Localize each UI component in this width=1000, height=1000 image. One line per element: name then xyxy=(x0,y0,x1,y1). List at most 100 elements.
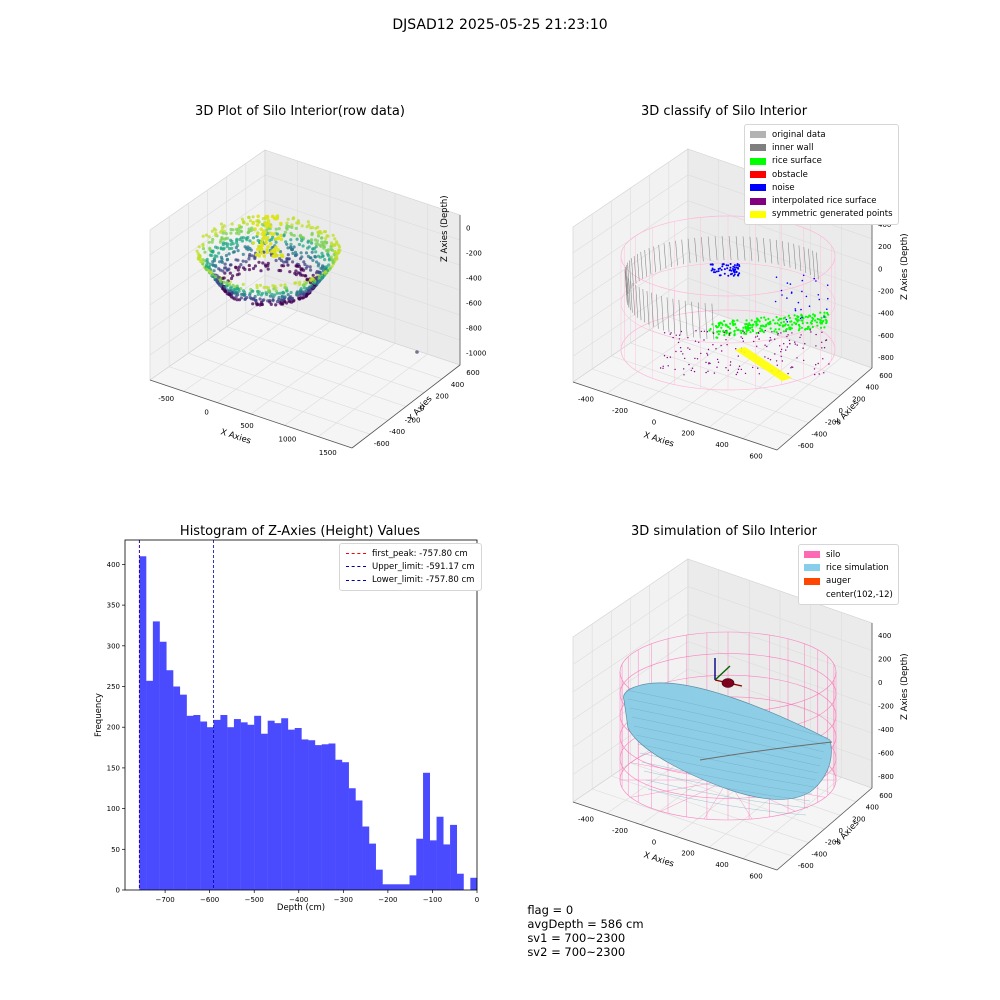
noise-point xyxy=(711,268,714,271)
data-point xyxy=(211,249,215,253)
data-point xyxy=(235,291,239,295)
data-point xyxy=(223,266,227,270)
data-point xyxy=(243,297,247,301)
data-point xyxy=(283,230,287,234)
rice-point xyxy=(744,327,747,330)
data-point xyxy=(218,260,222,264)
data-point xyxy=(222,224,226,228)
data-point xyxy=(319,231,323,235)
rice-point xyxy=(789,326,792,329)
noise-point xyxy=(780,289,783,292)
data-point xyxy=(197,245,201,249)
inner-wall-line xyxy=(678,299,682,336)
noise-point xyxy=(733,273,736,276)
noise-point xyxy=(715,270,718,273)
inner-wall-line xyxy=(669,241,672,268)
data-point xyxy=(234,295,238,299)
data-point xyxy=(239,225,243,229)
data-point xyxy=(197,254,201,258)
data-point xyxy=(297,242,302,247)
data-point xyxy=(286,217,290,221)
rice-point xyxy=(759,324,763,328)
rice-point xyxy=(735,326,738,329)
data-point xyxy=(253,264,257,268)
rice-point xyxy=(826,311,829,315)
legend-label: auger xyxy=(826,576,851,587)
z-tick-label: 400 xyxy=(878,632,891,640)
rice-point xyxy=(806,316,810,319)
grid-line xyxy=(245,313,443,380)
noise-point xyxy=(725,264,728,267)
data-point xyxy=(216,281,221,286)
panel1-tick-labels: -5000500100015006004002000-200-400-6000-… xyxy=(158,225,486,458)
inner-wall-line xyxy=(672,298,676,334)
x-tick-label: 500 xyxy=(240,422,253,430)
data-point xyxy=(316,234,321,238)
rice-point xyxy=(742,326,745,329)
y-tick-label: -200 xyxy=(405,416,421,424)
data-point xyxy=(289,300,294,304)
data-point xyxy=(234,265,238,269)
data-point xyxy=(243,267,247,271)
figure-title: DJSAD12 2025-05-25 21:23:10 xyxy=(392,17,608,33)
data-point xyxy=(255,286,259,290)
data-point xyxy=(211,263,215,267)
noise-point xyxy=(823,316,825,318)
rice-point xyxy=(775,316,778,319)
inner-wall-line xyxy=(640,251,644,279)
rice-point xyxy=(745,329,749,332)
noise-point xyxy=(719,274,722,277)
rice-point xyxy=(755,332,758,335)
rice-point xyxy=(721,323,724,326)
data-point xyxy=(254,299,258,303)
inner-wall-line xyxy=(781,241,785,267)
rice-point xyxy=(711,323,714,326)
data-point xyxy=(280,298,284,302)
rice-point xyxy=(748,322,751,325)
data-point xyxy=(231,228,235,232)
data-point xyxy=(237,272,241,276)
data-point xyxy=(228,271,232,275)
rice-point xyxy=(811,319,814,322)
inner-wall-line xyxy=(728,235,732,261)
data-point xyxy=(300,267,304,271)
data-point xyxy=(248,252,252,257)
y-axis-line xyxy=(776,367,873,451)
data-point xyxy=(270,237,274,241)
data-point xyxy=(299,287,303,291)
data-point xyxy=(282,260,286,264)
data-point xyxy=(220,236,224,240)
data-point xyxy=(311,247,315,251)
data-point xyxy=(274,227,278,231)
x-axis-line xyxy=(572,381,778,451)
z-tick-label: -400 xyxy=(878,726,894,734)
data-point xyxy=(255,223,260,227)
noise-point xyxy=(722,263,725,266)
data-point xyxy=(271,284,275,288)
panel1-title: 3D Plot of Silo Interior(row data) xyxy=(195,104,405,119)
data-point xyxy=(266,245,270,249)
data-point xyxy=(283,283,287,287)
inner-wall-line xyxy=(633,255,637,284)
inner-wall-line xyxy=(632,282,636,316)
data-point xyxy=(229,238,233,242)
panel1-point-cloud xyxy=(195,214,419,354)
noise-point xyxy=(723,272,726,275)
rice-point xyxy=(778,317,782,320)
inner-wall-line xyxy=(653,246,656,273)
data-point xyxy=(299,251,303,255)
rice-point xyxy=(755,324,758,327)
rice-point xyxy=(747,324,750,327)
inner-wall-line xyxy=(646,290,650,325)
inner-wall-line xyxy=(675,240,678,266)
data-point xyxy=(219,255,224,259)
z-tick-label: -800 xyxy=(878,773,894,781)
legend-swatch xyxy=(804,564,820,572)
data-point xyxy=(276,236,280,240)
rice-point xyxy=(718,330,722,333)
data-point xyxy=(256,292,260,296)
data-point xyxy=(227,283,232,287)
data-point xyxy=(326,234,330,238)
data-point xyxy=(259,269,263,273)
